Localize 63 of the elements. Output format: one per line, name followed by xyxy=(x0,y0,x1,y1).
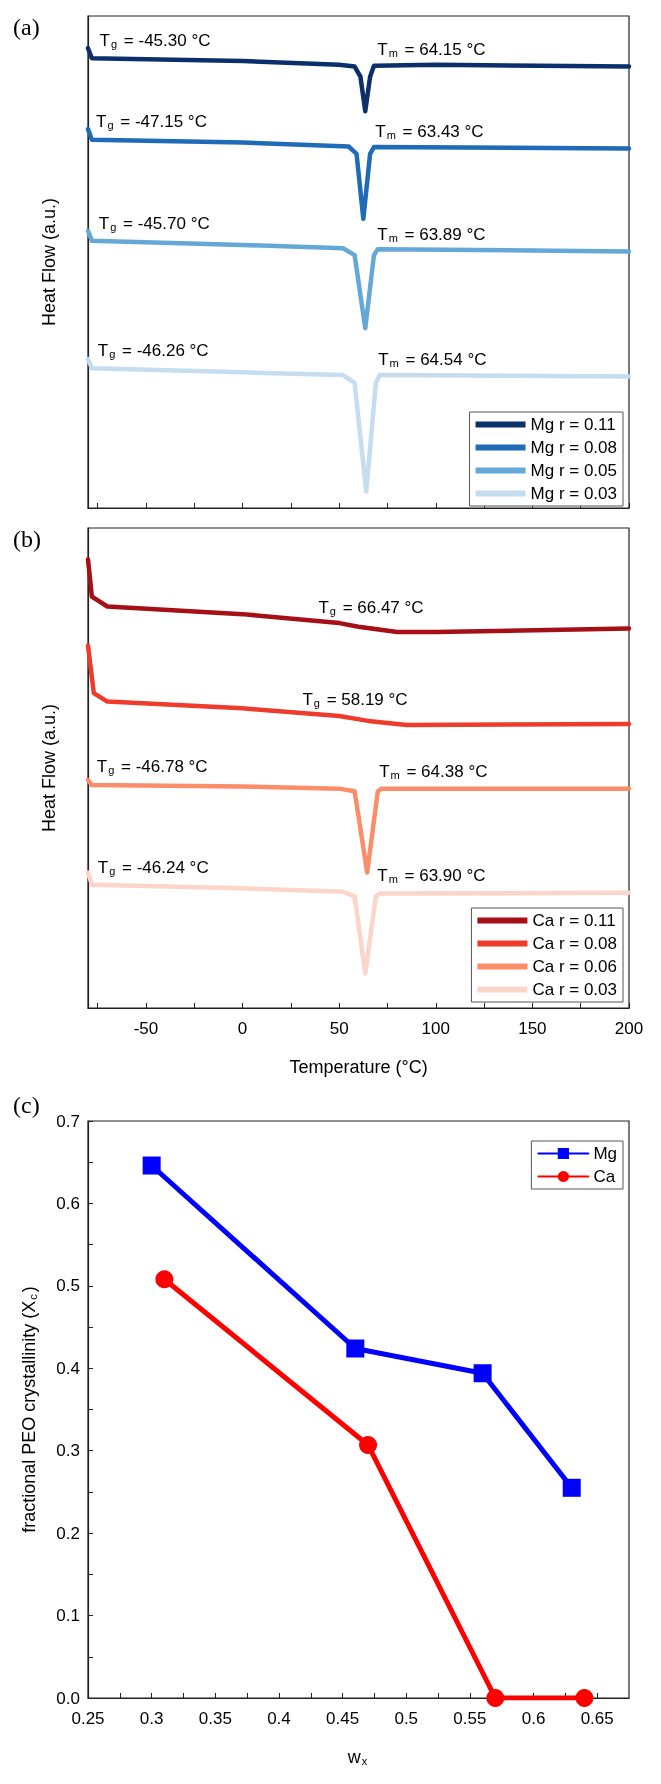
annotation: Tg = -46.78 °C xyxy=(96,757,208,776)
annotation: Tm = 64.15 °C xyxy=(377,40,486,60)
annotation: Tg = 58.19 °C xyxy=(302,690,408,710)
annotation: Tm = 63.90 °C xyxy=(377,866,486,886)
point xyxy=(486,1689,505,1707)
x-tick-label: 150 xyxy=(518,1019,547,1038)
x-tick-label: 0.6 xyxy=(521,1709,546,1728)
x-tick-label: 0.55 xyxy=(453,1709,487,1728)
y-tick-label: 0.3 xyxy=(56,1441,80,1461)
point xyxy=(155,1270,174,1289)
y-axis-title: fractional PEO crystallinity (Xc) xyxy=(19,1286,39,1533)
x-tick-label: 0 xyxy=(237,1019,248,1038)
legend-label: Mg xyxy=(593,1144,618,1163)
chart-title: (c) xyxy=(13,1092,40,1118)
x-tick-label: 0.25 xyxy=(71,1709,105,1728)
point xyxy=(142,1156,161,1175)
legend-label: Ca r = 0.06 xyxy=(532,957,617,976)
annotation: Tm = 63.43 °C xyxy=(375,121,484,141)
legend-label: Mg r = 0.03 xyxy=(530,484,618,503)
legend-label: Mg r = 0.11 xyxy=(530,415,616,434)
annotation: Tg = -45.70 °C xyxy=(98,213,210,233)
x-tick-label: -50 xyxy=(133,1019,159,1038)
annotation: Tg = -45.30 °C xyxy=(99,30,211,50)
y-axis-title: Heat Flow (a.u.) xyxy=(39,197,59,327)
y-tick-label: 0.6 xyxy=(56,1193,80,1213)
legend-label: Ca r = 0.08 xyxy=(532,934,617,953)
legend-label: Ca r = 0.03 xyxy=(532,980,617,999)
y-tick-label: 0.7 xyxy=(56,1111,80,1131)
x-tick-label: 200 xyxy=(614,1019,644,1038)
x-tick-label: 0.65 xyxy=(580,1709,614,1728)
point xyxy=(575,1689,594,1707)
y-tick-label: 0.1 xyxy=(56,1606,80,1626)
point xyxy=(346,1339,365,1358)
annotation: Tm = 64.54 °C xyxy=(378,349,487,369)
x-tick-label: 0.3 xyxy=(139,1709,164,1728)
x-tick-label: 0.45 xyxy=(326,1709,360,1728)
y-tick-label: 0.2 xyxy=(56,1523,80,1543)
legend-label: Ca xyxy=(593,1167,616,1186)
x-tick-label: 0.5 xyxy=(394,1709,419,1728)
point xyxy=(359,1435,378,1454)
y-axis-title: Heat Flow (a.u.) xyxy=(39,703,59,833)
x-axis-title: Temperature (°C) xyxy=(289,1057,428,1077)
x-tick-label: 0.4 xyxy=(267,1709,291,1728)
legend-label: Mg r = 0.05 xyxy=(530,461,618,480)
annotation: Tg = 66.47 °C xyxy=(318,598,424,618)
annotation: Tg = -46.26 °C xyxy=(97,340,209,360)
annotation: Tg = -46.24 °C xyxy=(97,857,209,877)
x-axis-title: wx xyxy=(346,1747,368,1767)
y-tick-label: 0.0 xyxy=(56,1688,80,1708)
legend-label: Ca r = 0.11 xyxy=(532,911,616,930)
x-tick-label: 100 xyxy=(421,1019,450,1038)
legend-label: Mg r = 0.08 xyxy=(530,438,618,457)
annotation: Tm = 64.38 °C xyxy=(379,762,488,782)
point xyxy=(562,1478,581,1497)
x-tick-label: 0.35 xyxy=(198,1709,232,1728)
chart-title: (a) xyxy=(13,14,40,40)
x-tick-label: 50 xyxy=(329,1019,349,1038)
y-tick-label: 0.5 xyxy=(56,1276,80,1296)
y-tick-label: 0.4 xyxy=(56,1358,80,1378)
annotation: Tm = 63.89 °C xyxy=(377,224,486,244)
annotation: Tg = -47.15 °C xyxy=(96,111,207,131)
chart-title: (b) xyxy=(13,526,41,552)
point xyxy=(473,1364,492,1383)
